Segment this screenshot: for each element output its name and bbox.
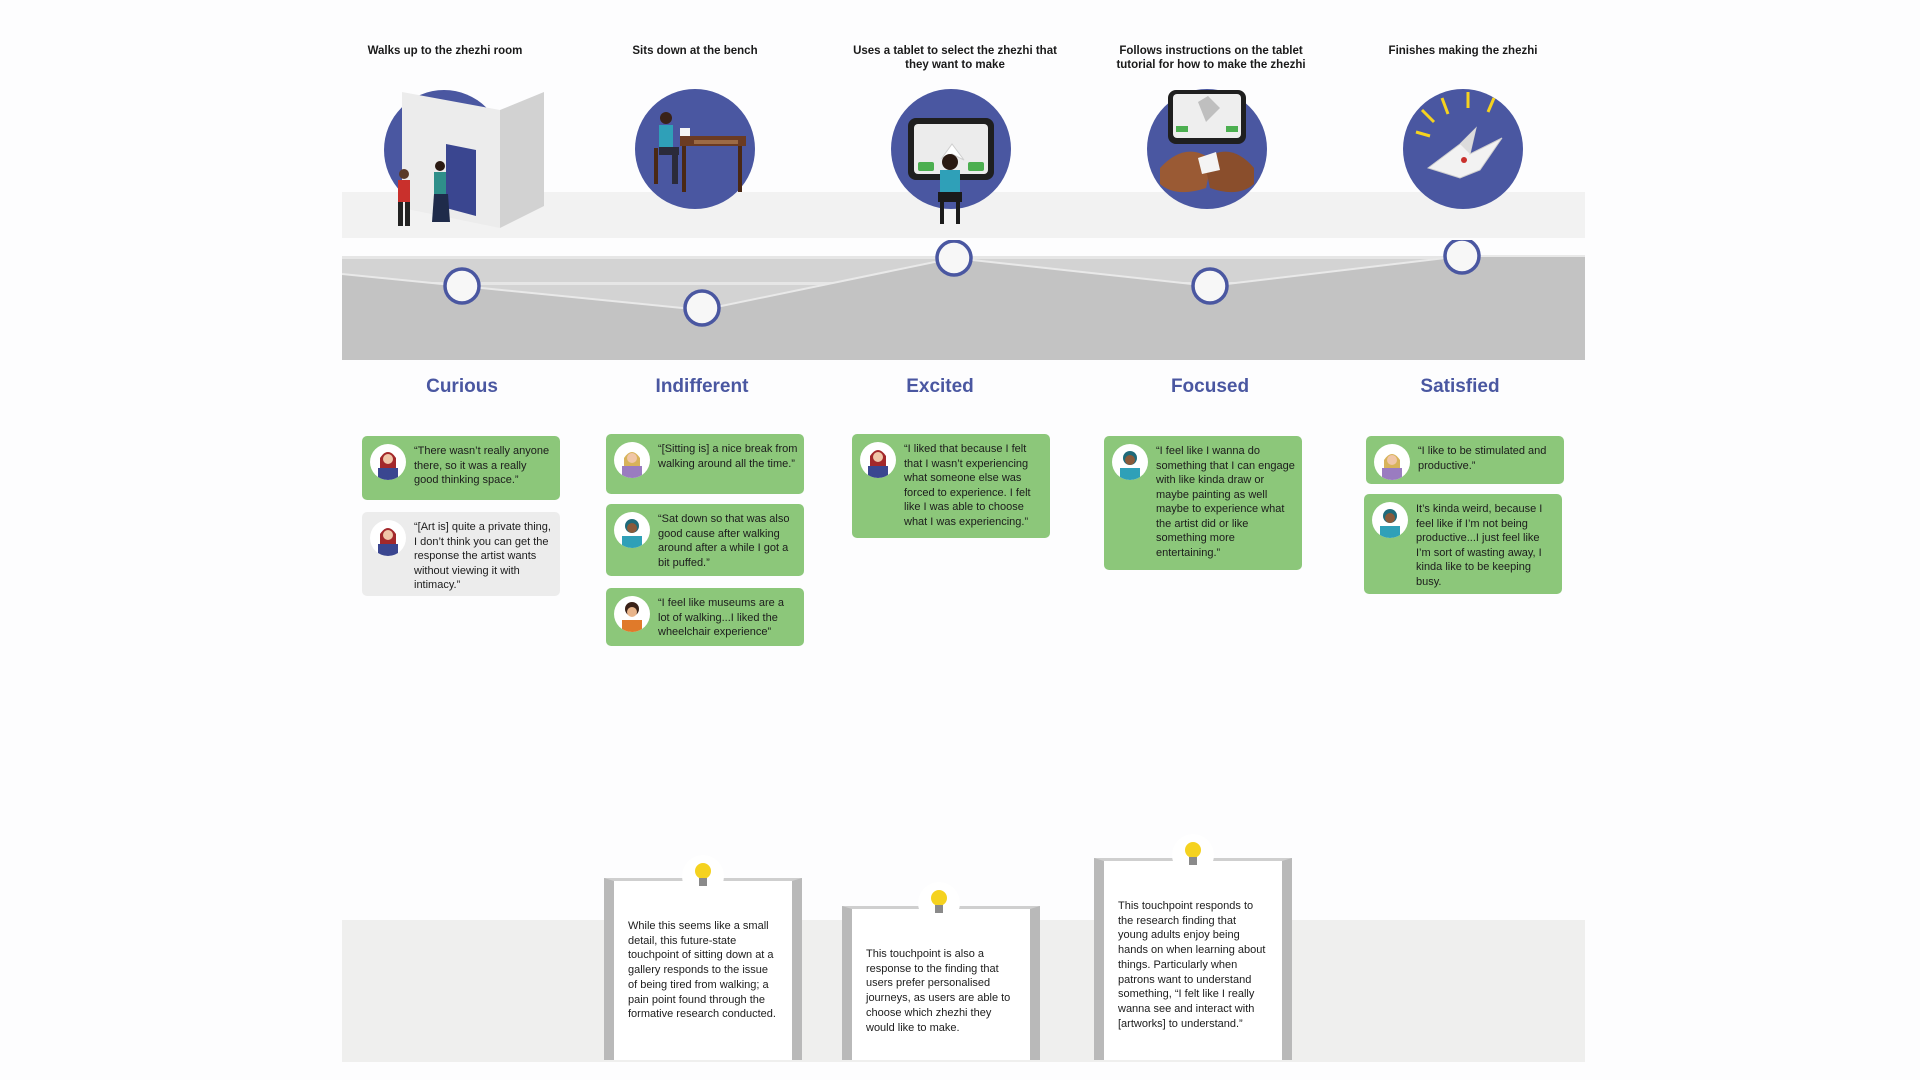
quote-text: “I liked that because I felt that I wasn… xyxy=(904,443,1031,528)
avatar xyxy=(614,512,650,548)
quote-card: “[Art is] quite a private thing, I don’t… xyxy=(362,512,560,596)
avatar xyxy=(614,442,650,478)
emotion-point-indifferent xyxy=(683,289,721,327)
quote-text: “There wasn’t really anyone there, so it… xyxy=(414,445,550,486)
insight-card-bench: While this seems like a small detail, th… xyxy=(604,878,802,1060)
finished-crane-illustration xyxy=(1403,89,1523,209)
tutorial-illustration xyxy=(1147,89,1267,209)
insight-card-tutorial: This touchpoint responds to the research… xyxy=(1094,858,1292,1060)
insight-text: This touchpoint responds to the research… xyxy=(1118,900,1266,1030)
lightbulb-icon xyxy=(918,882,960,924)
insight-text: While this seems like a small detail, th… xyxy=(628,920,776,1021)
quote-text: “I like to be stimulated and productive.… xyxy=(1418,445,1547,472)
quote-card: “I feel like museums are a lot of walkin… xyxy=(606,588,804,646)
emotion-label-satisfied: Satisfied xyxy=(1420,376,1500,397)
emotion-point-focused xyxy=(1191,267,1229,305)
bench-illustration xyxy=(635,89,755,209)
quote-text: “Sat down so that was also good cause af… xyxy=(658,513,790,569)
zhezhi-room-illustration xyxy=(384,90,544,228)
quote-card: “I feel like I wanna do something that I… xyxy=(1104,436,1302,570)
emotion-point-excited xyxy=(935,240,973,277)
quote-text: “[Art is] quite a private thing, I don’t… xyxy=(414,521,551,591)
avatar xyxy=(1112,444,1148,480)
stage-title-tablet: Uses a tablet to select the zhezhi that … xyxy=(853,45,1057,71)
quote-card: “There wasn’t really anyone there, so it… xyxy=(362,436,560,500)
emotion-point-satisfied xyxy=(1443,240,1481,275)
quote-card: “I liked that because I felt that I wasn… xyxy=(852,434,1050,538)
avatar xyxy=(860,442,896,478)
quote-text: “I feel like I wanna do something that I… xyxy=(1156,445,1295,559)
stage-title-tutorial: Follows instructions on the tablet tutor… xyxy=(1116,45,1306,71)
insight-card-tablet: This touchpoint is also a response to th… xyxy=(842,906,1040,1060)
stage-title-finish: Finishes making the zhezhi xyxy=(1388,45,1538,57)
stage-title-walk: Walks up to the zhezhi room xyxy=(367,45,523,57)
emotion-curve-area xyxy=(342,256,1585,360)
lightbulb-icon xyxy=(1172,834,1214,876)
quote-card: “Sat down so that was also good cause af… xyxy=(606,504,804,576)
avatar xyxy=(1372,502,1408,538)
emotion-label-indifferent: Indifferent xyxy=(655,376,749,397)
quote-text: “[Sitting is] a nice break from walking … xyxy=(658,443,798,470)
avatar xyxy=(370,520,406,556)
emotion-point-curious xyxy=(443,267,481,305)
emotion-curve xyxy=(342,240,1585,360)
tablet-illustration xyxy=(891,89,1011,224)
insight-text: This touchpoint is also a response to th… xyxy=(866,948,1011,1034)
emotion-label-focused: Focused xyxy=(1170,376,1250,397)
emotion-label-curious: Curious xyxy=(426,376,498,397)
avatar xyxy=(1374,444,1410,480)
quote-text: It’s kinda weird, because I feel like if… xyxy=(1416,503,1543,588)
quote-card: “[Sitting is] a nice break from walking … xyxy=(606,434,804,494)
avatar xyxy=(614,596,650,632)
avatar xyxy=(370,444,406,480)
quote-card: “I like to be stimulated and productive.… xyxy=(1366,436,1564,484)
lightbulb-icon xyxy=(682,855,724,897)
stage-title-sit: Sits down at the bench xyxy=(632,45,758,57)
quote-text: “I feel like museums are a lot of walkin… xyxy=(658,597,784,638)
quote-card: It’s kinda weird, because I feel like if… xyxy=(1364,494,1562,594)
emotion-label-excited: Excited xyxy=(906,376,974,397)
